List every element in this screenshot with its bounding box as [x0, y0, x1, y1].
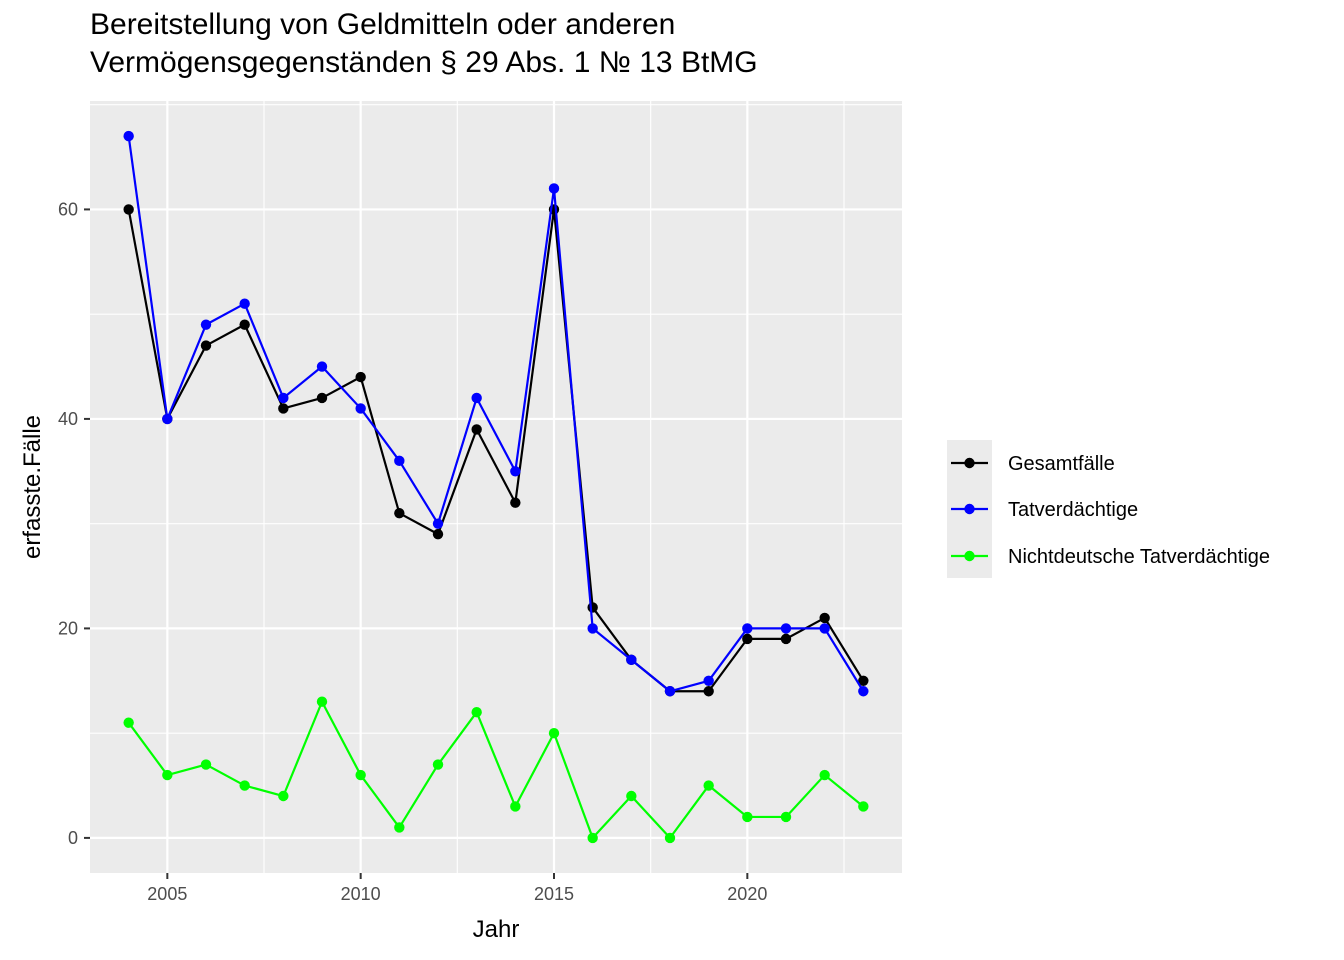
data-point: [819, 623, 830, 634]
data-point: [394, 455, 405, 467]
data-point: [471, 707, 482, 718]
chart-title-line-2: Vermögensgegenständen § 29 Abs. 1 № 13 B…: [90, 46, 758, 79]
data-point: [703, 780, 714, 791]
data-point: [316, 392, 328, 404]
data-point: [123, 130, 134, 142]
series-2: [123, 696, 869, 844]
data-point: [510, 801, 521, 812]
data-point: [664, 686, 676, 697]
data-point: [819, 612, 830, 624]
series-line: [127, 208, 865, 693]
data-point: [355, 769, 366, 781]
data-point: [587, 623, 598, 634]
data-point: [858, 675, 869, 686]
legend-label: Gesamtfälle: [1008, 453, 1115, 475]
data-point: [239, 319, 250, 330]
x-axis-title: Jahr: [473, 916, 520, 943]
data-point: [587, 832, 598, 844]
data-point: [200, 759, 212, 770]
data-point: [200, 319, 212, 330]
data-point: [471, 424, 482, 435]
series-line: [127, 135, 865, 693]
minor-gridlines: [90, 101, 902, 873]
x-tick-label: 2015: [534, 884, 574, 904]
x-tick-label: 2020: [727, 884, 767, 904]
legend-key-point: [964, 503, 975, 515]
series-1: [123, 130, 869, 697]
series-line: [127, 700, 865, 840]
x-tick-label: 2005: [147, 884, 187, 904]
data-point: [742, 623, 753, 634]
data-point: [819, 769, 830, 781]
plot-panel: [90, 101, 902, 873]
data-point: [200, 340, 212, 351]
data-point: [394, 822, 405, 833]
y-tick-label: 40: [58, 409, 78, 429]
data-point: [432, 759, 444, 770]
legend-key-point: [964, 550, 975, 562]
data-point: [780, 811, 792, 823]
data-point: [703, 686, 714, 697]
data-point: [780, 623, 792, 634]
data-point: [162, 413, 173, 425]
y-tick-label: 0: [68, 828, 78, 848]
legend-key-point: [964, 457, 975, 469]
axes-layer: 2005 2010 2015 2020 0 20 40 60: [58, 199, 767, 904]
data-point: [548, 727, 560, 739]
data-point: [355, 403, 366, 414]
data-point: [587, 602, 598, 613]
data-point: [471, 392, 482, 404]
data-point: [316, 361, 328, 372]
data-point: [510, 466, 521, 477]
y-tick-label: 20: [58, 618, 78, 638]
legend-label: Tatverdächtige: [1008, 499, 1138, 521]
legend-label: Nichtdeutsche Tatverdächtige: [1008, 546, 1270, 568]
data-point: [316, 696, 328, 707]
series-layer: [123, 130, 869, 844]
data-point: [858, 801, 869, 812]
data-point: [510, 497, 521, 508]
data-point: [548, 183, 560, 194]
data-point: [703, 675, 714, 686]
y-axis-title: erfasste.Fälle: [19, 415, 46, 559]
data-point: [162, 769, 173, 781]
data-point: [278, 392, 289, 404]
data-point: [626, 654, 637, 666]
data-point: [123, 204, 134, 215]
data-point: [432, 528, 444, 540]
data-point: [432, 518, 444, 529]
data-point: [394, 507, 405, 519]
data-point: [742, 811, 753, 823]
data-point: [278, 403, 289, 414]
legend: Gesamtfälle Tatverdächtige Nichtdeutsche T…: [947, 440, 1270, 578]
x-tick-label: 2010: [341, 884, 381, 904]
data-point: [355, 371, 366, 383]
data-point: [278, 790, 289, 802]
data-point: [239, 780, 250, 791]
data-point: [664, 832, 676, 844]
y-tick-label: 60: [58, 199, 78, 219]
data-point: [239, 298, 250, 309]
data-point: [742, 633, 753, 645]
chart-title-line-1: Bereitstellung von Geldmitteln oder ande…: [90, 8, 676, 41]
data-point: [123, 717, 134, 728]
data-point: [780, 633, 792, 645]
data-point: [858, 686, 869, 697]
data-point: [626, 790, 637, 802]
